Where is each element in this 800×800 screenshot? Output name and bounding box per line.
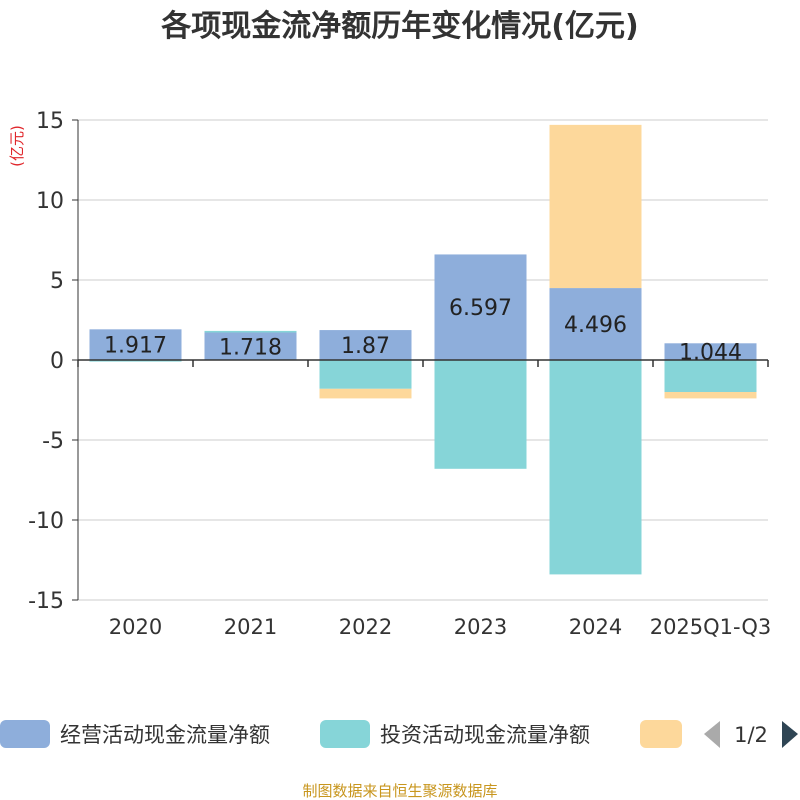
x-tick-label: 2024 <box>569 615 622 639</box>
legend-item-2: 投资活动现金流量净额 <box>380 723 590 747</box>
bar-1-2022 <box>319 330 412 360</box>
y-axis-label: (亿元) <box>8 125 26 167</box>
bar-1-2020 <box>89 329 182 360</box>
legend-swatch-1 <box>0 720 50 748</box>
data-label: 4.496 <box>564 313 627 338</box>
legend-swatch-2 <box>320 720 370 748</box>
data-label: 6.597 <box>449 296 512 321</box>
data-label: 1.718 <box>219 335 282 360</box>
x-tick-label: 2025Q1-Q3 <box>650 615 772 639</box>
bars <box>89 124 757 575</box>
legend-page-indicator: 1/2 <box>734 723 768 747</box>
bar-1-2023 <box>434 254 527 360</box>
bar-1-2025Q1-Q3 <box>664 343 757 360</box>
x-tick-label: 2022 <box>339 615 392 639</box>
legend-next-icon[interactable] <box>782 721 798 748</box>
bar-3-2025Q1-Q3 <box>664 392 757 399</box>
y-tick-label: 5 <box>50 269 64 294</box>
bar-2-2024 <box>549 360 642 575</box>
data-label: 1.87 <box>341 334 390 359</box>
y-tick-label: 15 <box>36 109 64 134</box>
y-tick-label: -15 <box>28 589 64 614</box>
y-tick-label: 10 <box>36 189 64 214</box>
legend-item-1: 经营活动现金流量净额 <box>60 723 270 747</box>
bar-2-2025Q1-Q3 <box>664 360 757 392</box>
y-tick-label: -5 <box>42 429 64 454</box>
bar-2-2023 <box>434 360 527 469</box>
x-tick-label: 2020 <box>109 615 162 639</box>
bar-2-2020 <box>89 360 182 362</box>
bar-3-2022 <box>319 388 412 399</box>
legend-prev-icon[interactable] <box>704 721 720 748</box>
bar-2-2021 <box>204 330 297 333</box>
y-tick-label: 0 <box>50 349 64 374</box>
bar-1-2024 <box>549 288 642 360</box>
data-label: 1.917 <box>104 334 167 359</box>
data-label: 1.044 <box>679 341 742 366</box>
legend-swatch-3 <box>640 720 682 748</box>
x-tick-label: 2023 <box>454 615 507 639</box>
source-note: 制图数据来自恒生聚源数据库 <box>302 782 497 800</box>
chart-title: 各项现金流净额历年变化情况(亿元) <box>160 9 638 44</box>
x-axis <box>77 359 769 367</box>
legend: 经营活动现金流量净额 投资活动现金流量净额 1/2 <box>0 720 798 748</box>
x-tick-labels: 2020 2021 2022 2023 2024 2025Q1-Q3 <box>109 615 772 639</box>
y-tick-label: -10 <box>28 509 64 534</box>
bar-1-2021 <box>204 332 297 360</box>
bar-3-2024 <box>549 124 642 289</box>
data-labels: 1.917 1.718 1.87 6.597 4.496 1.044 <box>104 296 742 365</box>
x-tick-label: 2021 <box>224 615 277 639</box>
bar-2-2022 <box>319 360 412 389</box>
y-tick-labels: 15 10 5 0 -5 -10 -15 <box>28 109 64 614</box>
